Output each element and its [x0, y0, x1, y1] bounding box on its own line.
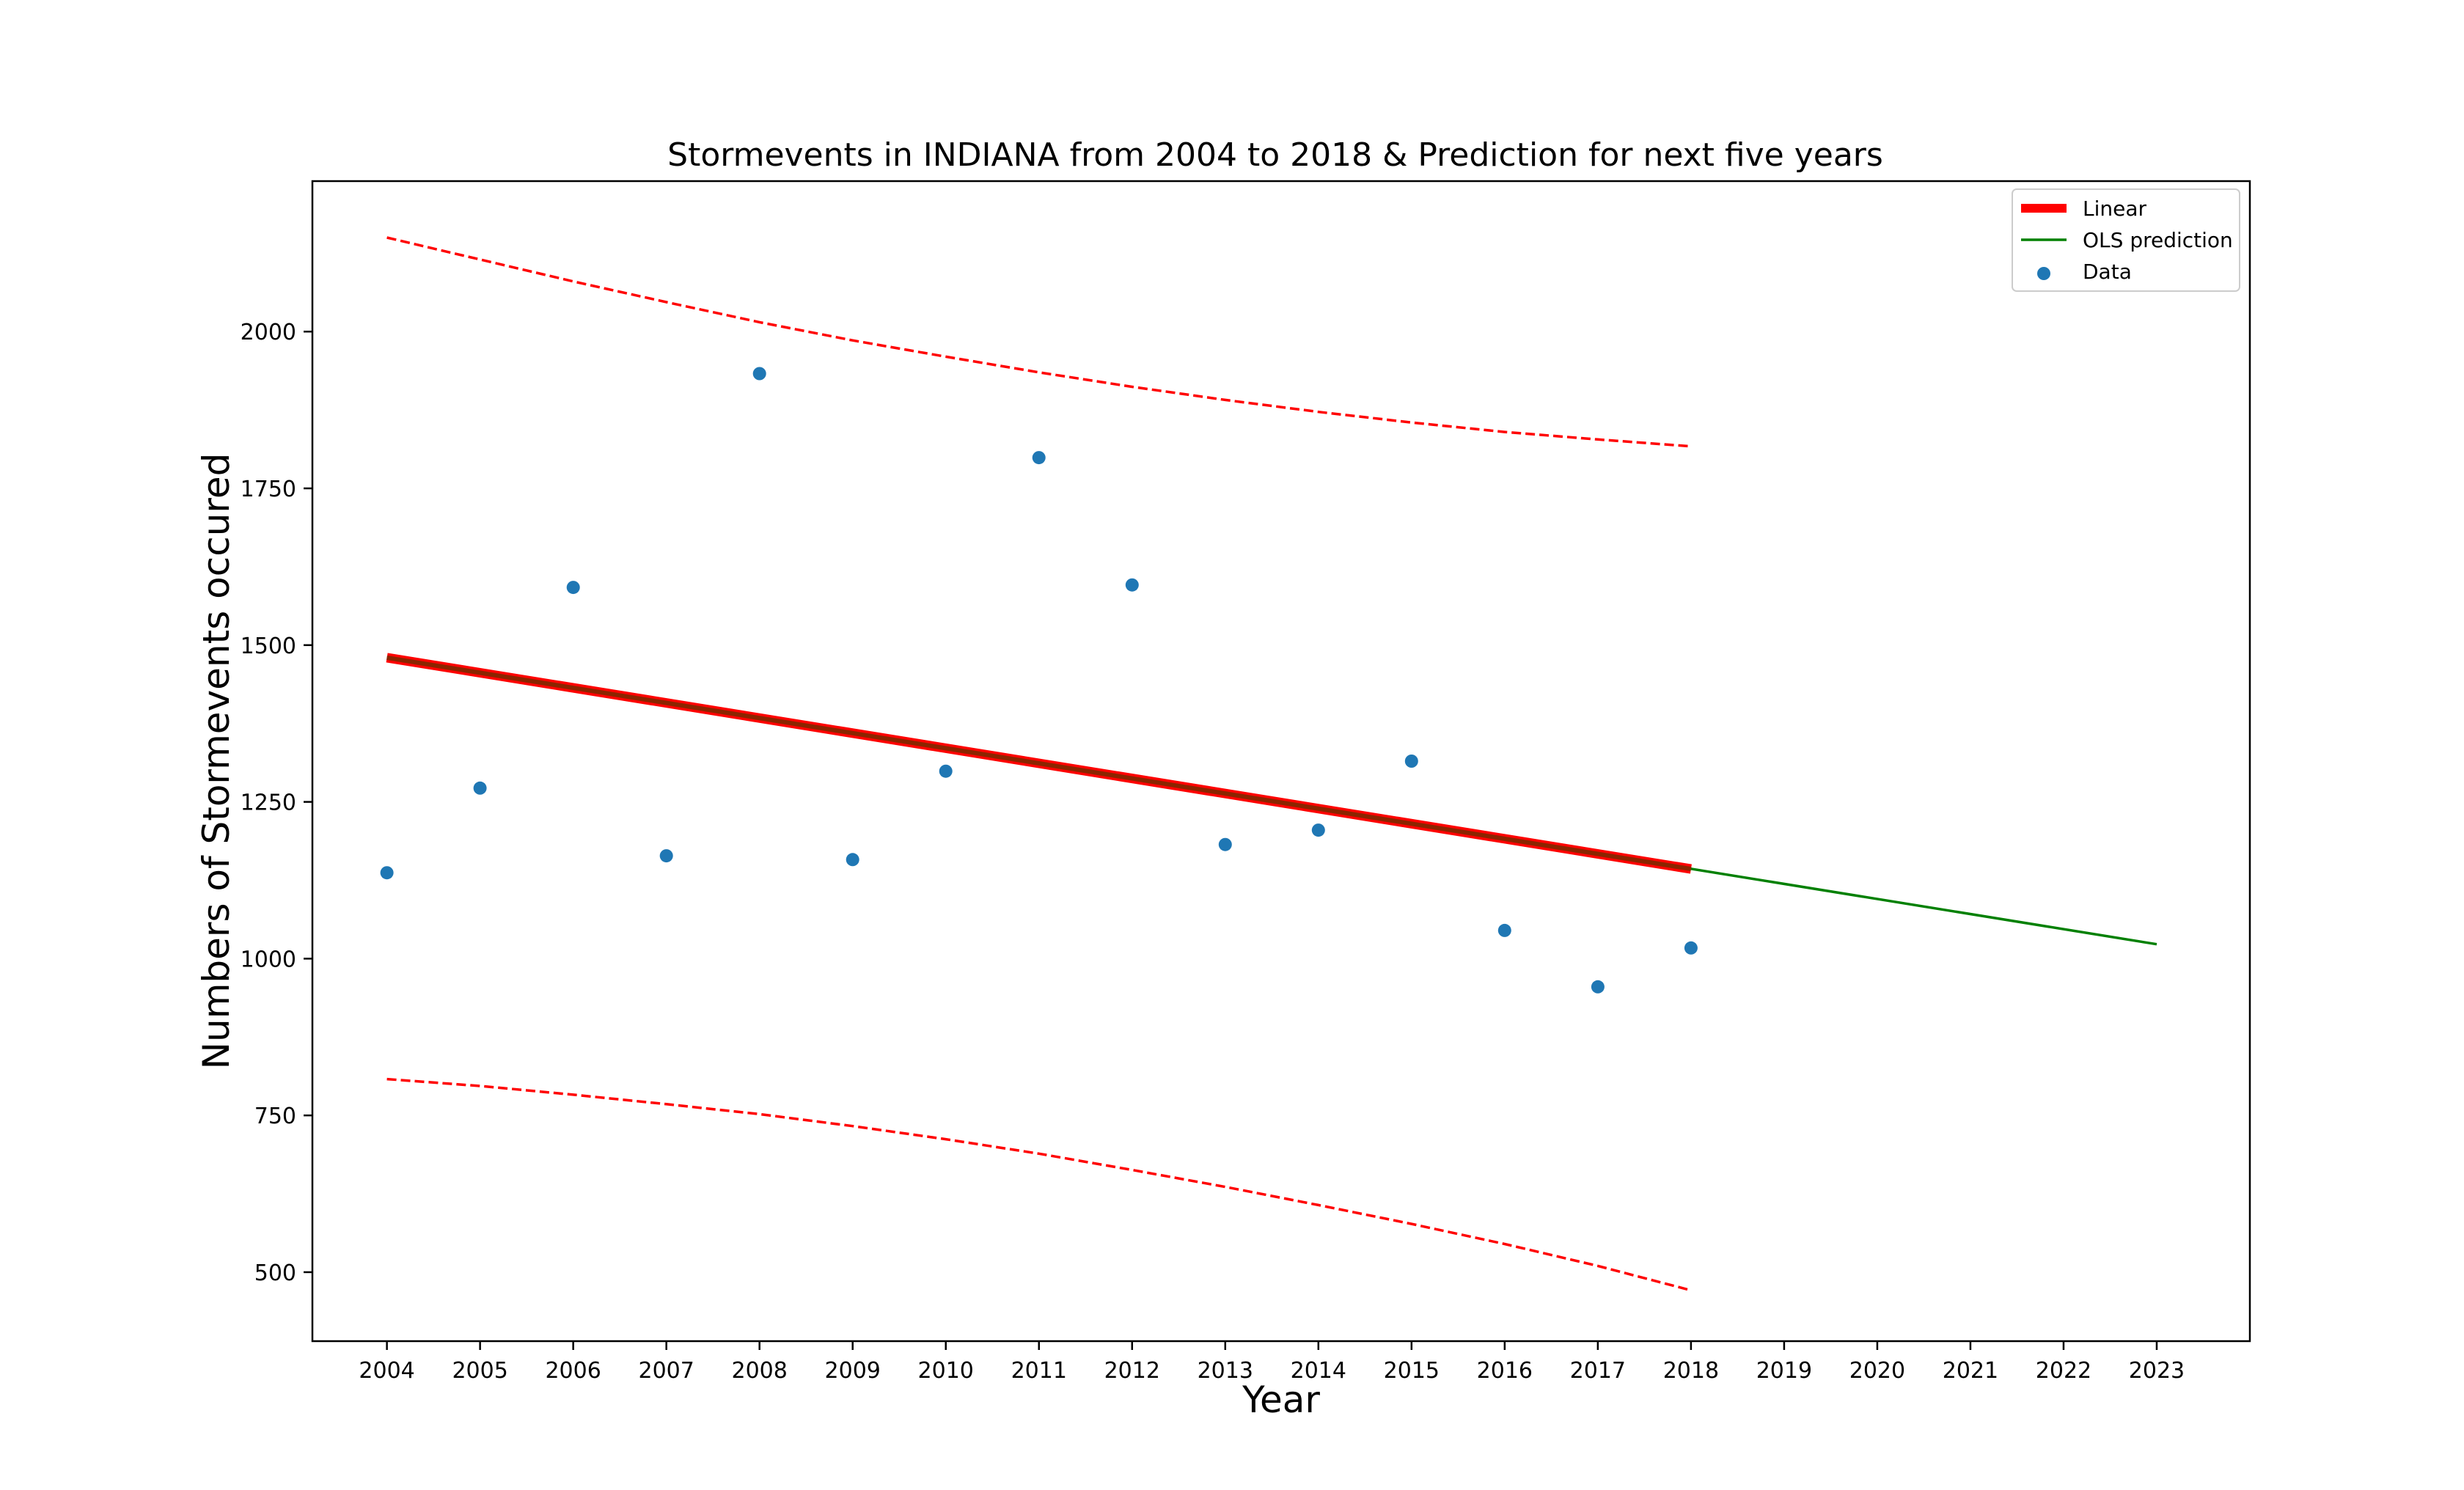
data-point [659, 849, 673, 863]
x-tick-label: 2010 [918, 1358, 974, 1384]
legend-box [2012, 188, 2240, 292]
x-tick-label: 2008 [732, 1358, 788, 1384]
x-tick-label: 2007 [638, 1358, 694, 1384]
x-tick-label: 2015 [1384, 1358, 1440, 1384]
data-point [1684, 941, 1698, 955]
legend-label: Linear [2083, 197, 2147, 221]
y-tick-label: 1250 [241, 790, 296, 816]
x-tick-label: 2012 [1104, 1358, 1160, 1384]
chart-title: Stormevents in INDIANA from 2004 to 2018… [667, 136, 1883, 174]
legend-label: OLS prediction [2083, 228, 2233, 252]
x-tick-label: 2017 [1570, 1358, 1626, 1384]
y-tick-label: 750 [254, 1104, 296, 1129]
x-tick-label: 2023 [2129, 1358, 2185, 1384]
data-point [473, 781, 487, 795]
data-point [752, 367, 766, 381]
x-axis: 2004 2005 2006 2007 2008 2009 2010 2011 2012 2013… [359, 1341, 2185, 1384]
legend-entries: Linear OLS prediction Data [2021, 197, 2233, 284]
data-point [1218, 837, 1232, 851]
upper-confidence-line [386, 236, 1692, 448]
x-tick-label: 2004 [359, 1358, 414, 1384]
lower-confidence-line [386, 1077, 1692, 1292]
data-point [1404, 755, 1418, 768]
x-tick-label: 2014 [1291, 1358, 1346, 1384]
x-tick-label: 2018 [1663, 1358, 1719, 1384]
data-point [1497, 923, 1511, 937]
data-point [566, 581, 580, 595]
data-point [846, 853, 859, 867]
legend-label: Data [2083, 260, 2132, 284]
plot-marks [380, 236, 2157, 1292]
y-tick-label: 500 [254, 1260, 296, 1286]
x-tick-label: 2005 [452, 1358, 507, 1384]
x-tick-label: 2011 [1011, 1358, 1067, 1384]
y-tick-label: 2000 [241, 320, 296, 345]
y-tick-label: 1000 [241, 947, 296, 972]
x-tick-label: 2019 [1756, 1358, 1812, 1384]
plot-frame [311, 180, 2251, 1343]
y-tick-label: 1750 [241, 477, 296, 502]
data-point [1591, 980, 1605, 994]
y-axis: 500 750 1000 1250 1500 1750 2000 [241, 320, 312, 1286]
data-point [380, 866, 394, 880]
x-tick-label: 2009 [825, 1358, 881, 1384]
legend: Linear OLS prediction Data [2012, 188, 2240, 292]
data-point [1125, 578, 1139, 592]
x-tick-label: 2022 [2036, 1358, 2091, 1384]
x-axis-label: Year [1242, 1379, 1320, 1421]
y-axis-label: Numbers of Stormevents occured [195, 453, 238, 1070]
data-point [1032, 451, 1046, 465]
legend-marker-data [2037, 267, 2050, 280]
data-point [939, 764, 953, 778]
x-tick-label: 2006 [545, 1358, 601, 1384]
y-tick-label: 1500 [241, 634, 296, 659]
x-tick-label: 2013 [1198, 1358, 1253, 1384]
x-tick-label: 2020 [1849, 1358, 1905, 1384]
data-point [1311, 823, 1325, 837]
x-tick-label: 2021 [1943, 1358, 1998, 1384]
x-tick-label: 2016 [1477, 1358, 1533, 1384]
linear-fit-center-line [386, 655, 1692, 872]
